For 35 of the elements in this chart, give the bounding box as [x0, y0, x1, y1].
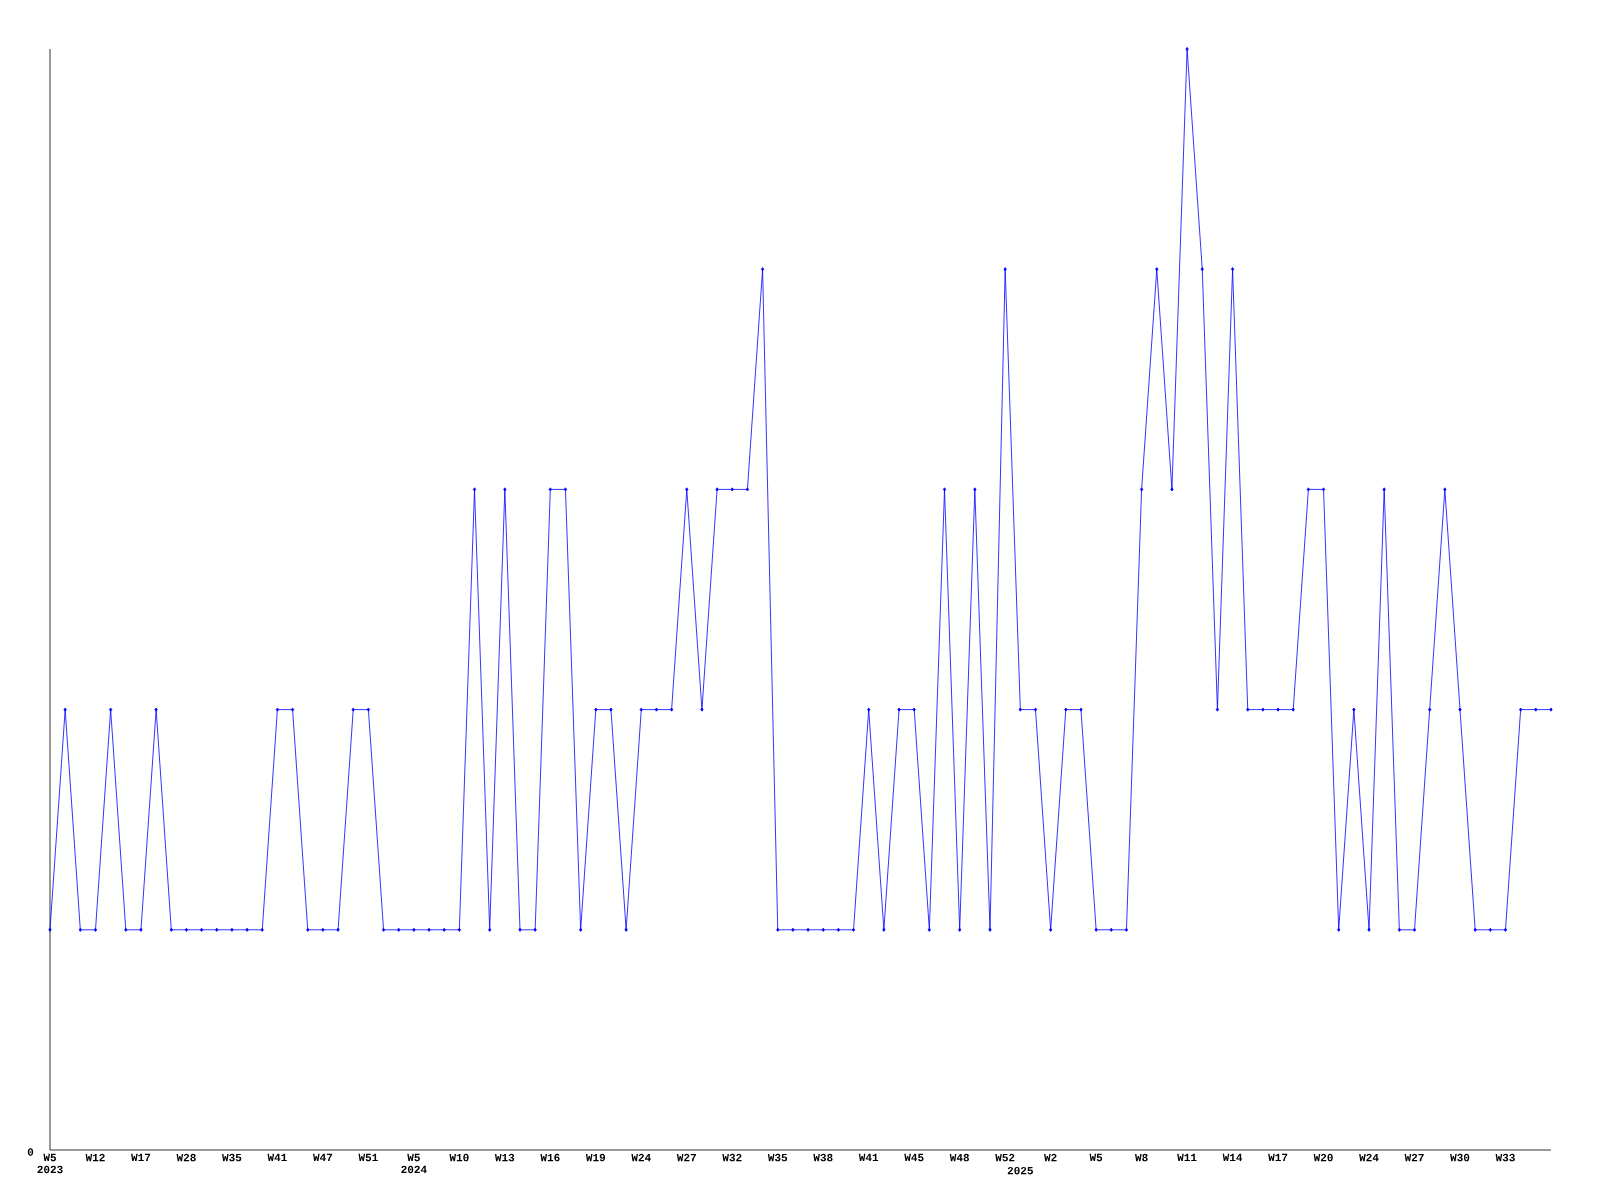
x-tick-label: W38 — [813, 1153, 833, 1162]
x-tick-label: 2025 — [1007, 1166, 1033, 1175]
x-tick-label: W5 2024 — [401, 1153, 427, 1174]
x-tick-label: W17 — [131, 1153, 151, 1162]
x-tick-label: W11 — [1177, 1153, 1197, 1162]
x-tick-label: W5 2023 — [37, 1153, 63, 1174]
x-tick-label: W19 — [585, 1153, 606, 1162]
x-tick-label: W41 — [267, 1153, 287, 1162]
x-tick-label: W16 — [540, 1153, 560, 1162]
x-tick-label: W35 — [767, 1153, 788, 1162]
x-tick-label: W48 — [949, 1153, 969, 1162]
x-tick-label: W27 — [676, 1153, 696, 1162]
x-tick-label: W24 — [1359, 1153, 1379, 1162]
x-tick-label: W52 — [995, 1153, 1015, 1162]
x-tick-label: W33 — [1495, 1153, 1515, 1162]
x-tick-label: W24 — [631, 1153, 651, 1162]
x-tick-label: W20 — [1313, 1153, 1333, 1162]
x-tick-label: W2 — [1044, 1153, 1057, 1162]
x-tick-label: W17 — [1268, 1153, 1288, 1162]
x-tick-label: W10 — [449, 1153, 469, 1162]
x-tick-label: W35 — [222, 1153, 242, 1162]
x-tick-label: W28 — [176, 1153, 196, 1162]
x-tick-label: W45 — [904, 1153, 924, 1162]
x-tick-label: W30 — [1450, 1153, 1470, 1162]
text: 0 — [27, 1148, 34, 1156]
x-tick-label: W27 — [1404, 1153, 1424, 1162]
x-tick-label: W12 — [85, 1153, 105, 1162]
x-tick-label: W32 — [722, 1153, 742, 1162]
x-tick-label: W5 — [1089, 1153, 1103, 1162]
x-tick-label: W13 — [494, 1153, 515, 1162]
x-tick-label: W14 — [1222, 1153, 1243, 1162]
x-tick-label: W41 — [858, 1153, 879, 1162]
x-tick-label: W8 — [1135, 1153, 1148, 1162]
x-tick-label: W47 — [313, 1153, 333, 1162]
x-tick-label: W51 — [358, 1153, 378, 1162]
